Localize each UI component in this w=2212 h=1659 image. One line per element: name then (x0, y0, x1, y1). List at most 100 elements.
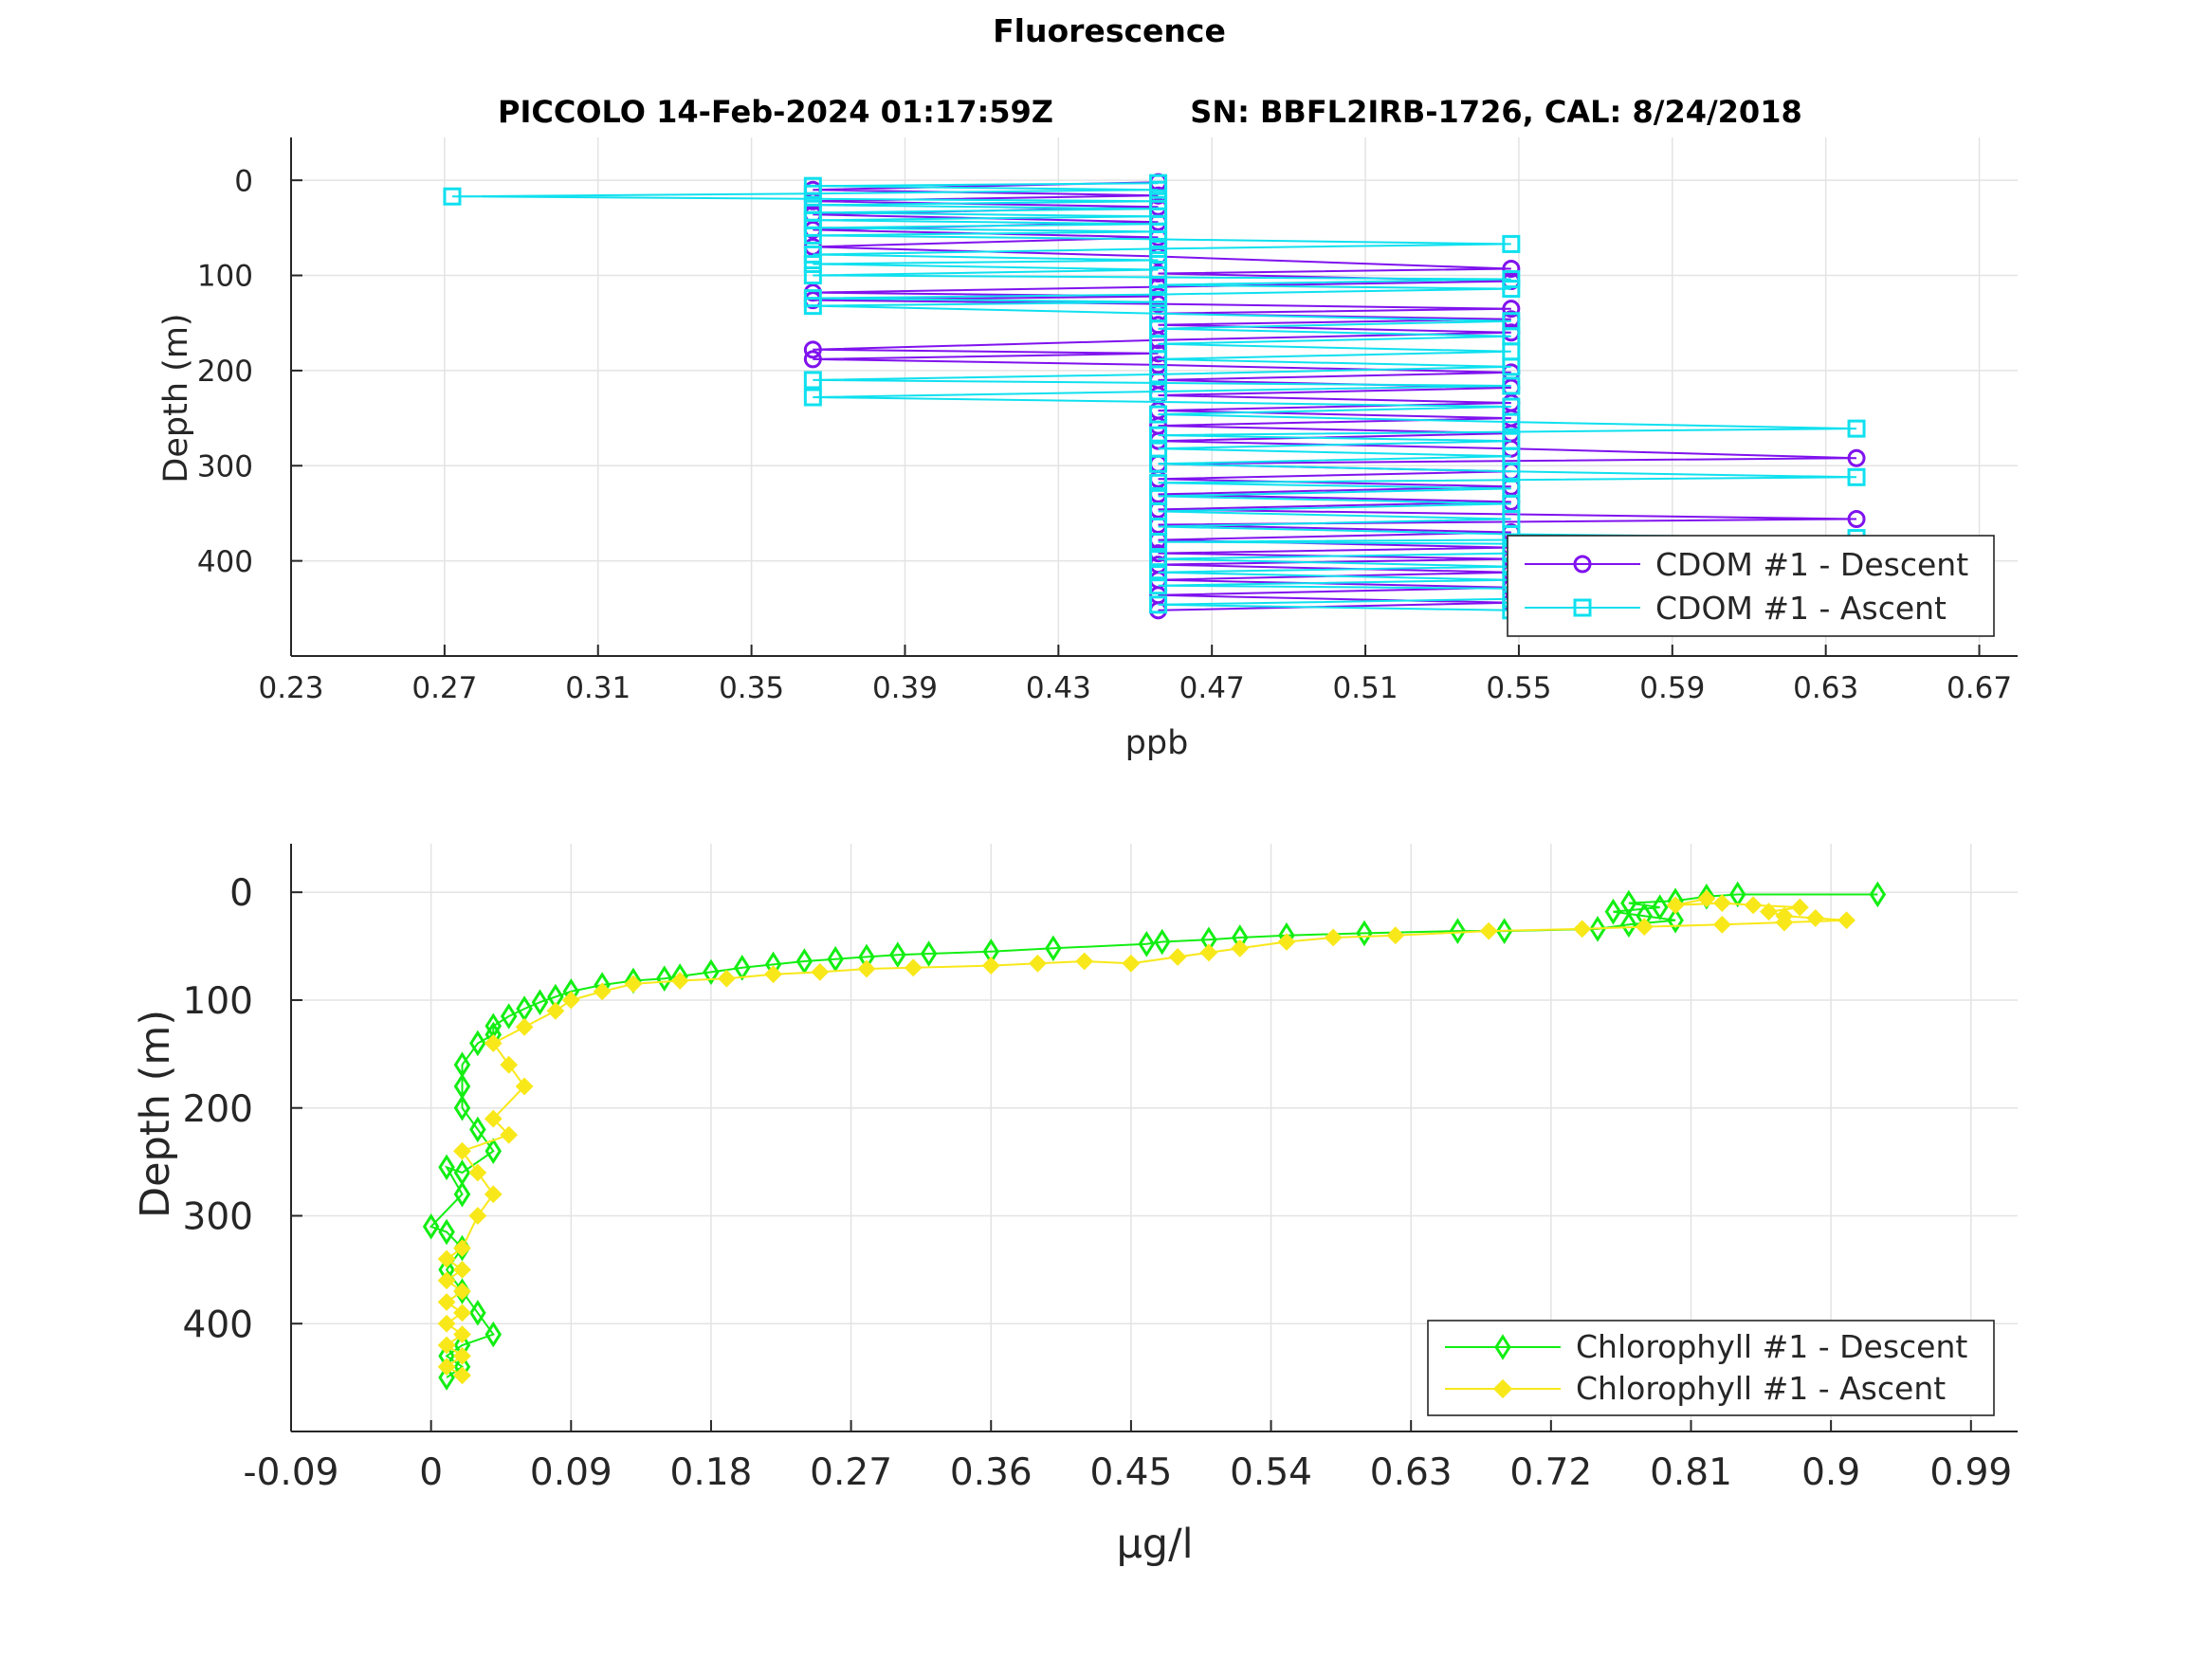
cdom-data-point (1502, 397, 1521, 416)
chlorophyll-x-tick-label: 0.81 (1650, 1451, 1732, 1494)
chlorophyll-data-point (468, 1163, 487, 1182)
chlorophyll-data-point (437, 1249, 456, 1268)
cdom-legend-ascent-marker (1573, 598, 1592, 617)
chlorophyll-data-point (438, 1364, 455, 1391)
chlorophyll-data-point (546, 1001, 565, 1020)
chlorophyll-x-tick-label: 0.45 (1089, 1451, 1172, 1494)
chlorophyll-legend-box (1427, 1320, 1995, 1416)
chlorophyll-data-point (437, 1336, 456, 1355)
chlorophyll-y-tick-label: 0 (229, 872, 253, 915)
chlorophyll-data-point (1277, 933, 1296, 951)
cdom-data-point (1149, 486, 1168, 505)
chlorophyll-data-point (670, 972, 689, 990)
chlorophyll-data-point (515, 1017, 534, 1036)
chlorophyll-data-point (1029, 954, 1047, 973)
chlorophyll-x-tick-label: 0.54 (1230, 1451, 1312, 1494)
chlorophyll-x-tick-label: 0.18 (670, 1451, 753, 1494)
cdom-data-point (803, 371, 822, 390)
chlorophyll-data-point (1790, 898, 1809, 917)
cdom-data-point (803, 266, 822, 285)
cdom-data-point (1502, 270, 1521, 289)
cdom-x-tick-label: 0.43 (1026, 671, 1091, 705)
cdom-data-point (1149, 439, 1168, 458)
chlorophyll-data-point (453, 1141, 471, 1160)
cdom-data-point (803, 340, 822, 359)
cdom-data-point (803, 388, 822, 407)
figure-subtitle-left: PICCOLO 14-Feb-2024 01:17:59Z (498, 94, 1053, 130)
cdom-x-tick-label: 0.67 (1947, 671, 2012, 705)
chlorophyll-data-point (827, 945, 844, 973)
chlorophyll-legend: Chlorophyll #1 - Descent Chlorophyll #1 … (1427, 1320, 1995, 1416)
chlorophyll-data-point (1806, 909, 1825, 927)
cdom-data-point (803, 176, 822, 195)
chlorophyll-data-point (1075, 952, 1094, 971)
cdom-data-point (1149, 550, 1168, 569)
cdom-data-point (1847, 448, 1866, 467)
chlorophyll-legend-descent-label: Chlorophyll #1 - Descent (1576, 1328, 1967, 1365)
chlorophyll-data-point (469, 1300, 486, 1326)
chlorophyll-data-point (453, 1239, 471, 1258)
chlorophyll-data-point (484, 1034, 503, 1052)
chlorophyll-data-point (1604, 898, 1622, 925)
chlorophyll-data-point (717, 969, 736, 988)
chlorophyll-data-point (1712, 894, 1731, 912)
chlorophyll-x-tick-label: 0.9 (1801, 1451, 1860, 1494)
chlorophyll-data-point (1045, 935, 1062, 962)
cdom-y-tick-label: 0 (234, 164, 253, 198)
chlorophyll-data-point (453, 1180, 471, 1208)
cdom-data-point (1149, 191, 1168, 210)
cdom-legend-descent-label: CDOM #1 - Descent (1655, 546, 1968, 583)
chlorophyll-data-point (453, 1325, 471, 1344)
chlorophyll-data-point (438, 1218, 455, 1246)
cdom-chart: 0.23 0.27 0.31 0.35 0.39 0.43 0.47 0.51 0.55 0.59… (157, 137, 2018, 762)
chlorophyll-data-point (1573, 920, 1592, 939)
cdom-data-point (1502, 431, 1521, 450)
figure-subtitle-right: SN: BBFL2IRB-1726, CAL: 8/24/2018 (1190, 94, 1801, 130)
cdom-data-point (1149, 304, 1168, 323)
chlorophyll-data-point (1231, 939, 1250, 957)
chlorophyll-data-point (484, 1138, 503, 1165)
cdom-x-tick-label: 0.47 (1179, 671, 1245, 705)
chlorophyll-legend-ascent-label: Chlorophyll #1 - Ascent (1576, 1370, 1946, 1407)
cdom-x-axis-label: ppb (1125, 724, 1189, 762)
chlorophyll-data-point (453, 1260, 471, 1279)
cdom-data-point (1502, 479, 1521, 498)
cdom-x-tick-label: 0.59 (1639, 671, 1705, 705)
cdom-y-tick-label: 400 (197, 545, 253, 579)
chlorophyll-x-tick-label: -0.09 (244, 1451, 339, 1494)
chlorophyll-data-point (500, 1003, 518, 1030)
cdom-data-point (803, 245, 822, 264)
chlorophyll-data-point (795, 948, 814, 975)
chlorophyll-data-point (1712, 915, 1731, 934)
cdom-x-tick-label: 0.39 (872, 671, 938, 705)
chlorophyll-x-tick-label: 0.63 (1370, 1451, 1453, 1494)
cdom-legend: CDOM #1 - Descent CDOM #1 - Ascent (1507, 535, 1995, 637)
cdom-y-tick-label: 200 (197, 355, 253, 389)
chlorophyll-data-point (1667, 906, 1684, 934)
cdom-data-point (1149, 239, 1168, 258)
cdom-data-point (1149, 250, 1168, 269)
cdom-data-point (803, 254, 822, 273)
chlorophyll-data-point (1138, 931, 1156, 957)
chlorophyll-series (422, 881, 1887, 1391)
chlorophyll-data-point (1837, 911, 1856, 930)
chlorophyll-data-point (453, 1304, 471, 1322)
cdom-data-point (1847, 419, 1866, 438)
cdom-data-point (1149, 285, 1168, 304)
chlorophyll-x-tick-label: 0.27 (810, 1451, 892, 1494)
chlorophyll-data-point (515, 1077, 534, 1096)
cdom-data-point (443, 187, 462, 206)
chlorophyll-data-point (1869, 881, 1887, 908)
chlorophyll-data-point (920, 940, 938, 967)
cdom-data-point (1502, 300, 1521, 319)
cdom-y-axis-label: Depth (m) (157, 313, 195, 483)
chlorophyll-data-point (484, 1109, 503, 1128)
chlorophyll-x-tick-label: 0.09 (530, 1451, 612, 1494)
cdom-data-point (1502, 234, 1521, 253)
chlorophyll-x-axis-label: μg/l (1116, 1521, 1193, 1568)
chlorophyll-data-point (889, 941, 906, 968)
chlorophyll-legend-descent-marker (1494, 1334, 1511, 1360)
chlorophyll-data-point (561, 991, 580, 1010)
cdom-data-point (1149, 576, 1168, 595)
